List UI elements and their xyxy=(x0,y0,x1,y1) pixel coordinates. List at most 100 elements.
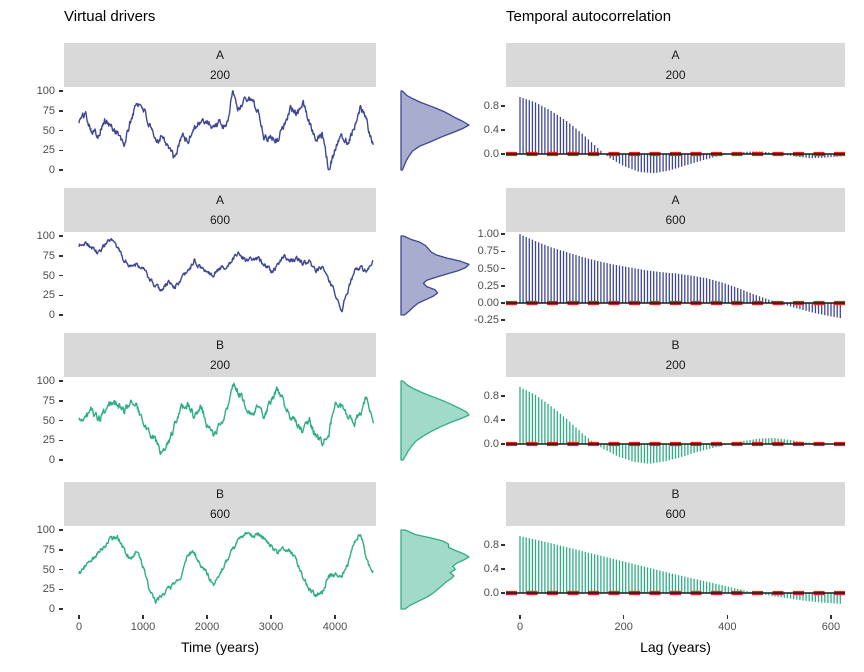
x-tick-label: 3000 xyxy=(258,621,284,633)
y-tick-mark xyxy=(59,529,63,531)
y-tick-mark xyxy=(501,105,505,107)
facet-label-level: 200 xyxy=(209,358,231,372)
facet-row-A-600: 100 75 50 25 0 A 600 1.00 0.75 0.50 0.25 0.00 -0.25 A… xyxy=(0,188,864,326)
y-tick-mark xyxy=(59,294,63,296)
x-axis-title-lag: Lag (years) xyxy=(640,639,711,655)
y-tick-label: 0.25 xyxy=(477,279,499,292)
x-tick-mark xyxy=(142,615,144,619)
y-tick-label: 100 xyxy=(36,375,55,387)
x-tick-label: 0 xyxy=(75,621,83,633)
density-area xyxy=(400,90,470,171)
y-tick-mark xyxy=(59,588,63,590)
acf-plot xyxy=(506,536,845,604)
driver-line xyxy=(78,382,375,456)
y-tick-label: 50 xyxy=(42,269,55,282)
y-tick-label: 0.8 xyxy=(483,390,499,402)
y-tick-mark xyxy=(501,129,505,131)
y-tick-mark xyxy=(59,380,63,382)
y-tick-mark xyxy=(59,149,63,151)
facet-strip: B 600 xyxy=(64,482,376,526)
density-plot xyxy=(400,380,470,461)
facet-label-level: 200 xyxy=(209,68,231,82)
density-plot xyxy=(400,235,470,316)
x-tick-mark xyxy=(270,615,272,619)
y-tick-mark xyxy=(501,419,505,421)
density-area xyxy=(400,235,470,316)
x-tick-mark xyxy=(622,615,625,619)
x-tick-label: 1000 xyxy=(130,621,156,633)
facet-strip: A 200 xyxy=(506,43,845,87)
y-tick-label: 50 xyxy=(42,414,55,427)
y-tick-mark xyxy=(501,267,505,270)
facet-label-letter: A xyxy=(671,48,680,62)
y-tick-label: 0.0 xyxy=(483,148,499,160)
facet-strip: B 200 xyxy=(506,333,845,377)
y-tick-mark xyxy=(501,285,505,287)
driver-timeseries-plot xyxy=(78,382,375,456)
y-tick-label: 0 xyxy=(48,164,55,176)
y-tick-mark xyxy=(59,110,63,112)
y-tick-label: 0 xyxy=(48,309,55,321)
x-tick-label: 400 xyxy=(718,621,737,633)
y-tick-mark xyxy=(59,255,63,257)
facet-label-level: 200 xyxy=(665,358,686,372)
y-tick-mark xyxy=(501,544,505,546)
y-tick-label: 50 xyxy=(42,124,55,137)
y-tick-mark xyxy=(501,233,505,235)
facet-strip: A 600 xyxy=(64,188,376,232)
driver-timeseries-plot xyxy=(78,90,375,171)
acf-bars xyxy=(519,97,841,174)
x-axis-title-time: Time (years) xyxy=(180,639,260,655)
y-tick-label: 75 xyxy=(42,249,55,262)
density-area xyxy=(400,380,470,461)
y-tick-label: 0 xyxy=(48,454,55,466)
y-tick-label: 100 xyxy=(36,230,55,242)
x-tick-label: 0 xyxy=(516,621,524,633)
facet-label-level: 600 xyxy=(665,213,686,227)
driver-timeseries-plot xyxy=(78,531,374,605)
y-tick-label: 25 xyxy=(42,434,55,447)
y-tick-mark xyxy=(501,153,505,155)
density-plot xyxy=(400,529,470,610)
y-tick-mark xyxy=(501,443,505,445)
facet-row-B-600: 100 75 50 25 0 B 600 0.8 0.4 0.0 B 600 xyxy=(0,482,864,615)
facet-row-B-200: 100 75 50 25 0 B 200 0.8 0.4 0.0 B 200 xyxy=(0,333,864,466)
density-plot xyxy=(400,90,470,171)
x-tick-label: 200 xyxy=(614,621,633,633)
y-tick-label: 75 xyxy=(42,104,55,117)
y-tick-mark xyxy=(501,568,505,570)
x-tick-mark xyxy=(78,615,80,619)
x-tick-mark xyxy=(206,615,208,619)
y-tick-label: 1.00 xyxy=(477,228,499,241)
y-tick-label: 25 xyxy=(42,583,55,596)
facet-label-level: 600 xyxy=(209,213,231,227)
y-tick-mark xyxy=(59,549,63,551)
y-tick-label: 0.50 xyxy=(477,262,499,275)
acf-plot xyxy=(506,387,845,464)
y-tick-label: 75 xyxy=(42,394,55,407)
x-tick-mark xyxy=(519,615,521,619)
facet-label-level: 600 xyxy=(209,507,231,521)
x-tick-label: 4000 xyxy=(322,621,348,633)
y-tick-mark xyxy=(59,314,63,316)
y-tick-mark xyxy=(59,568,63,571)
y-tick-mark xyxy=(59,90,63,92)
facet-label-level: 200 xyxy=(665,68,686,82)
right-column-title: Temporal autocorrelation xyxy=(506,8,672,25)
y-tick-mark xyxy=(59,439,63,441)
y-tick-label: 25 xyxy=(42,144,55,157)
facet-strip: A 200 xyxy=(64,43,376,87)
x-tick-mark xyxy=(726,615,729,619)
acf-bars xyxy=(519,387,838,464)
acf-plot xyxy=(506,234,845,319)
acf-bars xyxy=(519,234,841,319)
y-tick-mark xyxy=(59,419,63,422)
x-tick-mark xyxy=(334,615,336,619)
y-tick-mark xyxy=(501,250,505,253)
y-tick-label: 0.8 xyxy=(483,100,499,112)
y-tick-label: 75 xyxy=(42,543,55,556)
y-tick-label: 0.00 xyxy=(477,297,499,309)
facet-strip: B 600 xyxy=(506,482,845,526)
y-tick-label: 100 xyxy=(36,524,55,536)
facet-strip: A 600 xyxy=(506,188,845,232)
